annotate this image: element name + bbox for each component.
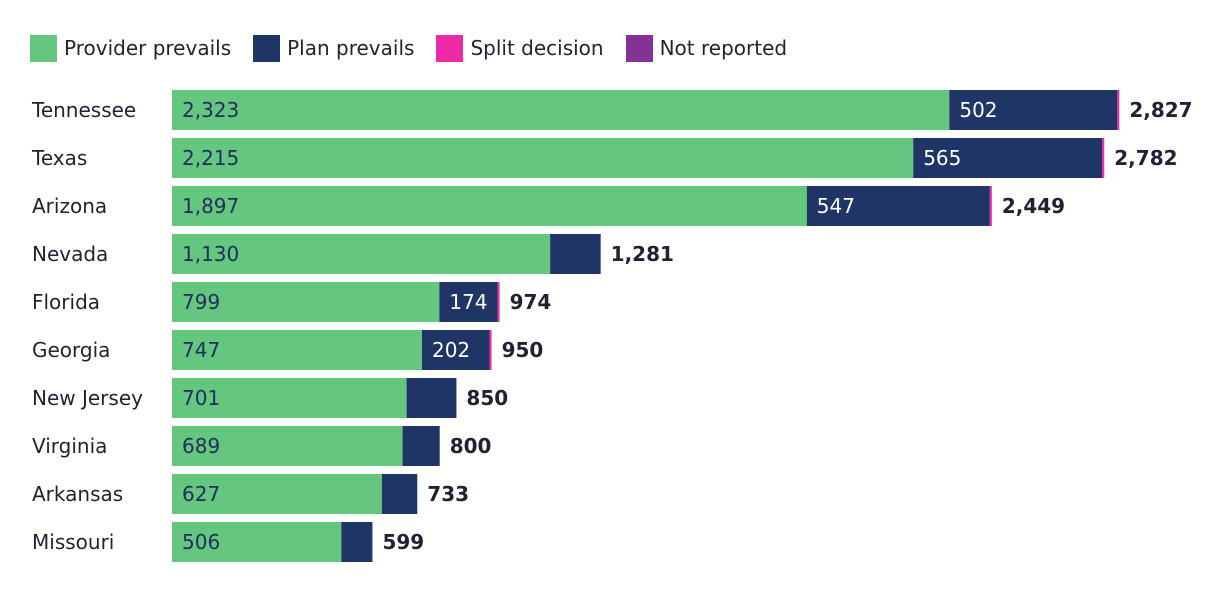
bar-provider-prevails-tennessee [172, 90, 950, 130]
data-label-plan-prevails-tennessee: 502 [959, 98, 997, 122]
category-label-virginia: Virginia [32, 434, 107, 458]
bar-plan-prevails-texas [913, 138, 1103, 178]
legend-item-split-decision: Split decision [436, 34, 604, 62]
category-label-tennessee: Tennessee [31, 98, 136, 122]
data-label-provider-prevails-tennessee: 2,323 [182, 98, 239, 122]
category-label-arizona: Arizona [32, 194, 107, 218]
bar-provider-prevails-nevada [172, 234, 551, 274]
data-label-provider-prevails-nevada: 1,130 [182, 242, 239, 266]
legend-item-not-reported: Not reported [625, 34, 788, 62]
data-label-provider-prevails-missouri: 506 [182, 530, 220, 554]
bar-provider-prevails-georgia [172, 330, 422, 370]
total-label-texas: 2,782 [1114, 146, 1177, 170]
data-label-provider-prevails-new-jersey: 701 [182, 386, 220, 410]
data-label-provider-prevails-texas: 2,215 [182, 146, 239, 170]
legend-swatch-plan-prevails [253, 34, 281, 62]
bar-split-decision-tennessee [1117, 90, 1120, 130]
legend-swatch-split-decision [436, 34, 464, 62]
category-label-florida: Florida [32, 290, 100, 314]
total-label-nevada: 1,281 [611, 242, 674, 266]
legend-label-plan-prevails: Plan prevails [287, 36, 415, 60]
total-label-new-jersey: 850 [466, 386, 508, 410]
total-label-virginia: 800 [450, 434, 492, 458]
bar-provider-prevails-arkansas [172, 474, 382, 514]
bar-provider-prevails-texas [172, 138, 914, 178]
data-label-plan-prevails-florida: 174 [449, 290, 487, 314]
data-label-plan-prevails-arizona: 547 [817, 194, 855, 218]
bar-provider-prevails-virginia [172, 426, 403, 466]
total-label-arkansas: 733 [427, 482, 469, 506]
category-label-missouri: Missouri [32, 530, 114, 554]
bar-plan-prevails-arkansas [381, 474, 418, 514]
data-label-plan-prevails-georgia: 202 [432, 338, 470, 362]
bar-plan-prevails-new-jersey [406, 378, 457, 418]
bar-plan-prevails-virginia [402, 426, 440, 466]
data-label-provider-prevails-georgia: 747 [182, 338, 220, 362]
bar-plan-prevails-missouri [341, 522, 373, 562]
legend-item-plan-prevails: Plan prevails [253, 34, 415, 62]
legend-item-provider-prevails: Provider prevails [30, 34, 232, 62]
bar-provider-prevails-arizona [172, 186, 807, 226]
bar-plan-prevails-florida [439, 282, 498, 322]
data-label-provider-prevails-arizona: 1,897 [182, 194, 239, 218]
bar-plan-prevails-nevada [550, 234, 601, 274]
bar-split-decision-florida [497, 282, 500, 322]
bar-plan-prevails-tennessee [949, 90, 1118, 130]
legend: Provider prevails Plan prevails Split deci… [30, 32, 809, 64]
legend-swatch-not-reported [625, 34, 653, 62]
bar-plan-prevails-georgia [421, 330, 490, 370]
data-label-provider-prevails-florida: 799 [182, 290, 220, 314]
legend-swatch-provider-prevails [30, 34, 57, 62]
category-label-georgia: Georgia [32, 338, 110, 362]
total-label-tennessee: 2,827 [1129, 98, 1192, 122]
bar-split-decision-arizona [989, 186, 992, 226]
data-label-provider-prevails-arkansas: 627 [182, 482, 220, 506]
legend-label-provider-prevails: Provider prevails [64, 36, 232, 60]
data-label-plan-prevails-texas: 565 [923, 146, 961, 170]
bar-provider-prevails-new-jersey [172, 378, 407, 418]
total-label-missouri: 599 [382, 530, 424, 554]
bar-plan-prevails-arizona [806, 186, 990, 226]
bar-split-decision-georgia [489, 330, 492, 370]
category-label-texas: Texas [31, 146, 87, 170]
bar-split-decision-texas [1102, 138, 1105, 178]
category-label-nevada: Nevada [32, 242, 108, 266]
category-label-arkansas: Arkansas [32, 482, 123, 506]
bar-provider-prevails-florida [172, 282, 440, 322]
bar-provider-prevails-missouri [172, 522, 342, 562]
total-label-arizona: 2,449 [1002, 194, 1065, 218]
total-label-georgia: 950 [502, 338, 544, 362]
total-label-florida: 974 [510, 290, 552, 314]
legend-label-not-reported: Not reported [659, 36, 788, 60]
category-label-new-jersey: New Jersey [32, 386, 143, 410]
data-label-provider-prevails-virginia: 689 [182, 434, 220, 458]
legend-label-split-decision: Split decision [470, 36, 604, 60]
